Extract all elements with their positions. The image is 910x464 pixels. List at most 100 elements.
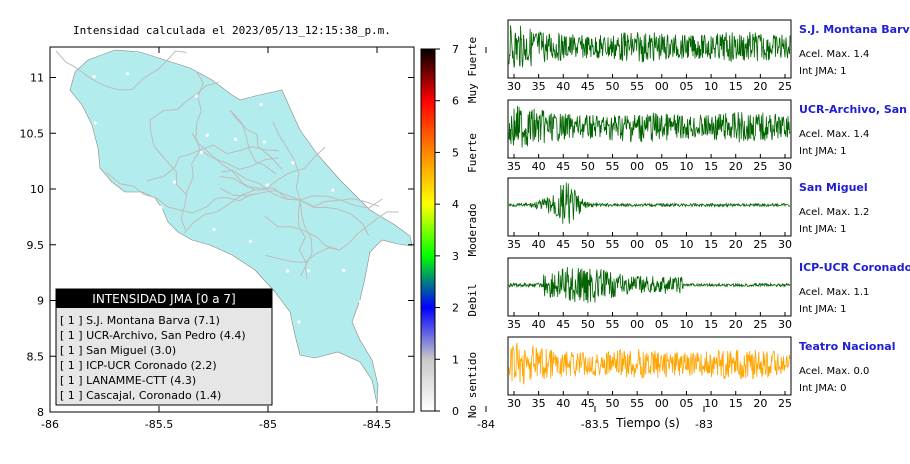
legend-item: [ 1 ] San Miguel (3.0) [60, 344, 176, 357]
town-dot [259, 102, 263, 107]
trace-x-tick-label: 45 [581, 80, 595, 93]
trace-x-tick-label: 50 [581, 238, 595, 251]
trace-x-tick-label: 15 [729, 80, 743, 93]
road-line [146, 149, 201, 182]
trace-x-tick-label: 10 [679, 160, 693, 173]
road-line [229, 109, 283, 170]
town-dot [358, 300, 363, 304]
trace-x-tick-label: 10 [704, 397, 718, 410]
colorbar-tick-label: 7 [452, 43, 459, 56]
map-y-ticks: 11 10.5 10 9.5 9 8.5 8 [20, 72, 414, 419]
colorbar-tick-label: 3 [452, 250, 459, 263]
colorbar-tick-label: 4 [452, 198, 459, 211]
road-line [272, 121, 301, 201]
map-title: Intensidad calculada el 2023/05/13_12:15… [73, 24, 391, 37]
colorbar-ticks: 0 1 2 3 4 5 6 7 [435, 43, 459, 418]
trace-x-tick-label: 30 [507, 80, 521, 93]
station-marker [444, 170, 450, 176]
trace-x-tick-label: 20 [753, 397, 767, 410]
trace-x-tick-label: 15 [704, 238, 718, 251]
town-dot [323, 95, 328, 99]
trace-x-tick-label: 15 [729, 397, 743, 410]
map-y-tick-label: 9 [37, 295, 44, 308]
trace-x-tick-label: 15 [704, 160, 718, 173]
trace-x-tick-label: 50 [606, 397, 620, 410]
trace-x-tick-label: 25 [753, 160, 767, 173]
road-line [255, 146, 326, 191]
colorbar-label-no-sentido: No sentido [466, 352, 479, 418]
trace-x-tick-label: 40 [556, 397, 570, 410]
trace-x-tick-label: 45 [581, 397, 595, 410]
trace-x-tick-label: 25 [753, 238, 767, 251]
station-marker [487, 189, 493, 195]
town-dot [159, 205, 163, 210]
town-dot [114, 211, 118, 216]
road-line [299, 199, 370, 236]
town-dot [118, 212, 122, 216]
town-dot [96, 231, 100, 236]
town-dot [342, 268, 346, 272]
town-dot [172, 180, 177, 184]
trace-x-tick-label: 35 [507, 238, 521, 251]
trace-x-tick-label: 10 [679, 238, 693, 251]
trace-x-tick-label: 45 [556, 238, 570, 251]
town-dot [125, 72, 130, 76]
trace-x-tick-label: 45 [556, 318, 570, 331]
map-y-tick-label: 11 [30, 72, 44, 85]
trace-x-tick-label: 20 [729, 318, 743, 331]
legend-box [55, 288, 273, 406]
costa-rica-land [69, 49, 413, 405]
road-line [179, 193, 252, 214]
road-line [106, 172, 181, 211]
road-line [199, 144, 280, 155]
road-line [220, 169, 301, 201]
town-dot [297, 320, 301, 324]
accel-max-label: Acel. Max. 1.4 [799, 49, 869, 60]
town-dot [262, 140, 266, 144]
trace-x-tick-label: 20 [753, 80, 767, 93]
road-line [149, 119, 187, 195]
jma-intensity-label: Int JMA: 1 [799, 66, 847, 77]
trace-frame [507, 257, 792, 317]
trace-x-tick-label: 00 [630, 238, 644, 251]
map-y-tick-label: 8 [37, 406, 44, 419]
town-dot [271, 70, 275, 74]
colorbar-label-debil: Debil [466, 283, 479, 316]
town-dot [199, 150, 203, 154]
trace-x-tick-label: 40 [556, 80, 570, 93]
town-dot [348, 134, 353, 138]
colorbar-tick-label: 2 [452, 302, 459, 315]
map-x-tick-label: -84 [477, 418, 495, 431]
legend-item: [ 1 ] Cascajal, Coronado (1.4) [60, 389, 221, 402]
town-dot [208, 271, 212, 275]
trace-x-tick-label: 10 [704, 80, 718, 93]
trace-x-tick-label: 25 [778, 397, 792, 410]
legend-item: [ 1 ] UCR-Archivo, San Pedro (4.4) [60, 329, 246, 342]
trace-x-tick-label: 25 [753, 318, 767, 331]
trace-x-tick-label: 50 [606, 80, 620, 93]
station-name: ICP-UCR Coronado [799, 261, 910, 274]
legend-title: INTENSIDAD JMA [0 a 7] [92, 292, 235, 306]
intensity-colorbar: 0 1 2 3 4 5 6 7 No sentido Debil Moderado Fuert… [420, 37, 479, 418]
accel-max-label: Acel. Max. 1.1 [799, 287, 869, 298]
seismogram-panel: 35 40 45 50 55 00 05 10 15 20 25 30 ICP-UCR Coronado… [507, 257, 910, 331]
town-dot [93, 121, 97, 125]
trace-x-tick-label: 10 [679, 318, 693, 331]
trace-x-tick-label: 05 [655, 318, 669, 331]
town-dot [151, 232, 156, 236]
trace-x-tick-label: 35 [532, 397, 546, 410]
trace-x-tick-label: 40 [532, 318, 546, 331]
station-name: San Miguel [799, 181, 868, 194]
town-dot [354, 156, 358, 160]
jma-intensity-label: Int JMA: 0 [799, 383, 847, 394]
map-y-tick-label: 10.5 [20, 127, 45, 140]
trace-x-tick-label: 30 [778, 318, 792, 331]
trace-x-tick-label: 05 [655, 238, 669, 251]
map-x-tick-label: -85.5 [145, 418, 173, 431]
map-y-tick-label: 10 [30, 183, 44, 196]
seismogram-trace [508, 106, 791, 148]
trace-x-tick-label: 55 [606, 238, 620, 251]
trace-x-tick-label: 55 [630, 397, 644, 410]
